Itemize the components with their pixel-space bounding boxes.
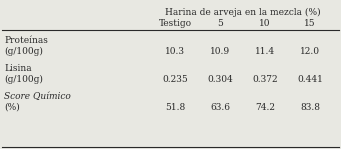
Text: (g/100g): (g/100g): [4, 75, 43, 84]
Text: 10.9: 10.9: [210, 47, 230, 56]
Text: 12.0: 12.0: [300, 47, 320, 56]
Text: (g/100g): (g/100g): [4, 47, 43, 56]
Text: 10: 10: [259, 19, 271, 28]
Text: 5: 5: [217, 19, 223, 28]
Text: 0.372: 0.372: [252, 75, 278, 84]
Text: 0.235: 0.235: [162, 75, 188, 84]
Text: 83.8: 83.8: [300, 103, 320, 112]
Text: (%): (%): [4, 103, 20, 112]
Text: 10.3: 10.3: [165, 47, 185, 56]
Text: 0.304: 0.304: [207, 75, 233, 84]
Text: Proteínas: Proteínas: [4, 36, 48, 45]
Text: Score Químico: Score Químico: [4, 92, 71, 101]
Text: 51.8: 51.8: [165, 103, 185, 112]
Text: 15: 15: [304, 19, 316, 28]
Text: Testigo: Testigo: [159, 19, 192, 28]
Text: Harina de arveja en la mezcla (%): Harina de arveja en la mezcla (%): [165, 8, 320, 17]
Text: 74.2: 74.2: [255, 103, 275, 112]
Text: Lisina: Lisina: [4, 64, 32, 73]
Text: 0.441: 0.441: [297, 75, 323, 84]
Text: 11.4: 11.4: [255, 47, 275, 56]
Text: 63.6: 63.6: [210, 103, 230, 112]
